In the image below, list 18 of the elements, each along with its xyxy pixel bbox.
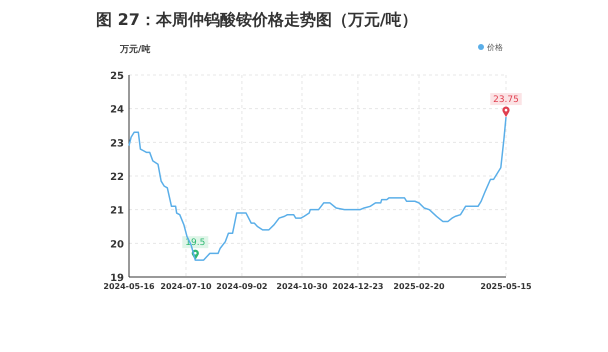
y-tick-label: 20 (110, 239, 124, 250)
x-tick-label: 2024-07-10 (160, 282, 212, 291)
y-tick-label: 23 (110, 138, 124, 150)
y-tick-label: 22 (110, 172, 124, 183)
y-axis-title: 万元/吨 (119, 44, 150, 55)
y-tick-label: 19 (110, 273, 124, 284)
x-tick-label: 2024-09-02 (216, 282, 268, 291)
annotation: 23.75 (493, 95, 519, 106)
chart-title: 图 27：本周仲钨酸铵价格走势图（万元/吨） (96, 10, 418, 29)
x-tick-label: 2024-10-30 (276, 282, 328, 291)
y-tick-label: 21 (110, 206, 124, 217)
legend-label: 价格 (486, 43, 503, 52)
x-tick-label: 2024-12-23 (332, 282, 384, 291)
y-tick-label: 25 (110, 71, 124, 82)
x-tick-label: 2024-05-16 (103, 282, 156, 291)
y-tick-label: 24 (110, 104, 124, 116)
x-tick-label: 2025-05-15 (480, 282, 532, 291)
x-tick-label: 2025-02-20 (393, 282, 446, 291)
